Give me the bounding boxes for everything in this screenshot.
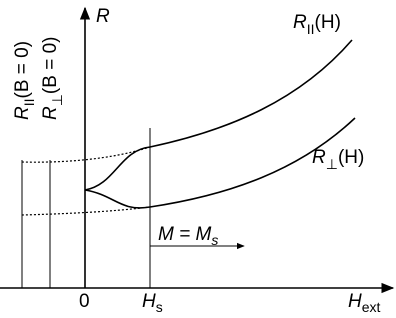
label-rest: (H) xyxy=(338,147,364,168)
origin-label: 0 xyxy=(79,291,90,312)
hs-sub: s xyxy=(156,299,163,315)
label-main: R xyxy=(12,106,33,120)
annotation: M = Ms xyxy=(158,224,218,248)
curve-label-parallel: RII(H) xyxy=(293,12,341,37)
annotation-sub: s xyxy=(211,232,218,248)
curve-parallel xyxy=(84,39,353,191)
label-rest: (H) xyxy=(315,12,341,33)
label-main: R xyxy=(312,147,326,168)
curve-perp xyxy=(84,117,356,209)
label-main: R xyxy=(293,12,307,33)
annotation-main: M = M xyxy=(158,224,211,245)
hs-main: H xyxy=(142,291,156,312)
label-sub: ⊥ xyxy=(326,156,338,172)
dotted-parallel xyxy=(21,146,151,163)
label-sub: ⊥ xyxy=(49,94,65,106)
label-rest: (B = 0) xyxy=(40,37,61,95)
x-axis-label: Hext xyxy=(348,291,381,315)
label-main: R xyxy=(40,106,61,120)
y-axis-label: R xyxy=(96,6,110,27)
x-label-main: H xyxy=(348,291,362,312)
label-rest: (B = 0) xyxy=(12,41,33,99)
label-sub: II xyxy=(307,21,315,37)
hs-label: Hs xyxy=(142,291,163,315)
zero-field-label-perp: R⊥(B = 0) xyxy=(40,37,65,121)
label-sub: II xyxy=(21,98,37,106)
dotted-perp xyxy=(21,206,151,216)
curve-label-perp: R⊥(H) xyxy=(312,147,364,172)
zero-field-label-parallel: RII(B = 0) xyxy=(12,41,37,120)
x-label-sub: ext xyxy=(362,299,381,315)
